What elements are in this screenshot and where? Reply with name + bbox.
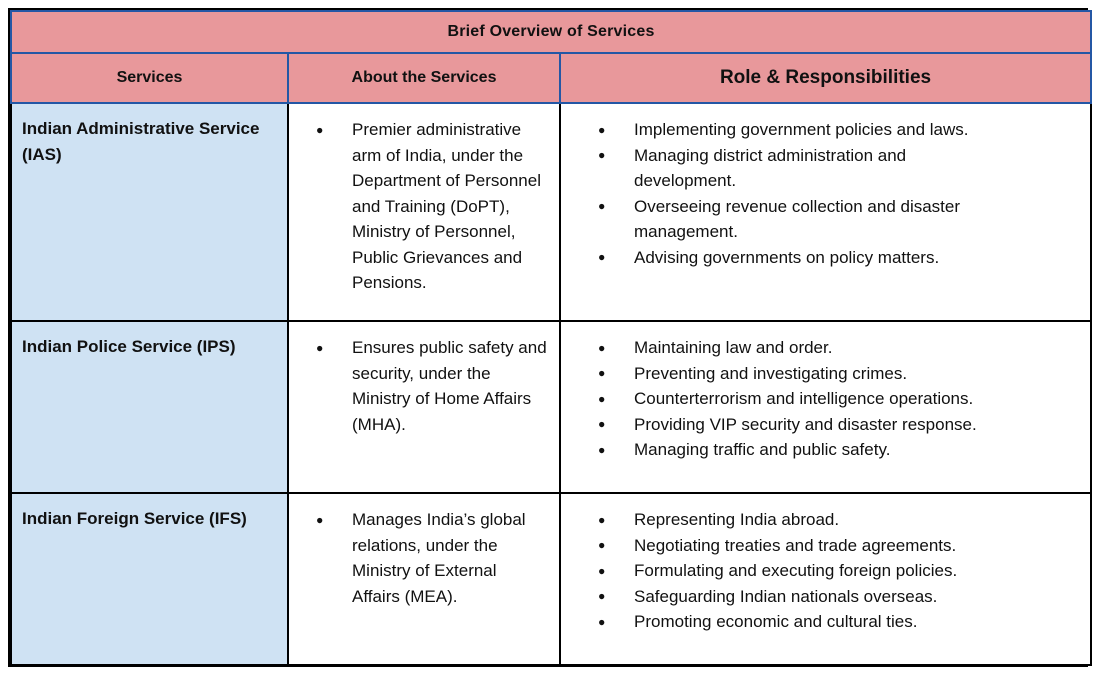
list-item: Implementing government policies and law… — [596, 117, 996, 143]
list-item: Formulating and executing foreign polici… — [596, 558, 996, 584]
table-row-ips: Indian Police Service (IPS) Ensures publ… — [10, 320, 1093, 494]
service-name-cell: Indian Police Service (IPS) — [10, 320, 289, 494]
about-cell: Premier administrative arm of India, und… — [287, 102, 561, 322]
roles-cell: Representing India abroad. Negotiating t… — [558, 492, 1093, 666]
service-name-cell: Indian Foreign Service (IFS) — [10, 492, 289, 666]
about-list: Ensures public safety and security, unde… — [290, 323, 558, 443]
list-item: Preventing and investigating crimes. — [596, 361, 996, 387]
title-row: Brief Overview of Services — [9, 10, 1093, 54]
list-item: Ensures public safety and security, unde… — [314, 335, 548, 437]
column-header-roles: Role & Responsibilities — [558, 52, 1093, 104]
service-name-cell: Indian Administrative Service (IAS) — [10, 102, 289, 322]
roles-list: Representing India abroad. Negotiating t… — [562, 495, 1089, 641]
roles-list: Maintaining law and order. Preventing an… — [562, 323, 1089, 469]
about-list: Premier administrative arm of India, und… — [290, 105, 558, 302]
list-item: Safeguarding Indian nationals overseas. — [596, 584, 996, 610]
roles-cell: Maintaining law and order. Preventing an… — [558, 320, 1093, 494]
list-item: Representing India abroad. — [596, 507, 996, 533]
list-item: Overseeing revenue collection and disast… — [596, 194, 996, 245]
table-title: Brief Overview of Services — [9, 10, 1093, 54]
list-item: Managing traffic and public safety. — [596, 437, 996, 463]
column-header-services: Services — [10, 52, 289, 104]
list-item: Maintaining law and order. — [596, 335, 996, 361]
about-list: Manages India’s global relations, under … — [290, 495, 558, 615]
list-item: Negotiating treaties and trade agreement… — [596, 533, 996, 559]
list-item: Promoting economic and cultural ties. — [596, 609, 996, 635]
services-table: Brief Overview of Services Services Abou… — [8, 8, 1093, 667]
services-table-grid: Brief Overview of Services Services Abou… — [9, 10, 1093, 666]
column-header-row: Services About the Services Role & Respo… — [10, 52, 1093, 104]
roles-cell: Implementing government policies and law… — [558, 102, 1093, 322]
list-item: Premier administrative arm of India, und… — [314, 117, 548, 296]
roles-list: Implementing government policies and law… — [562, 105, 1089, 276]
list-item: Counterterrorism and intelligence operat… — [596, 386, 996, 412]
about-cell: Ensures public safety and security, unde… — [287, 320, 561, 494]
list-item: Managing district administration and dev… — [596, 143, 996, 194]
list-item: Advising governments on policy matters. — [596, 245, 996, 271]
column-header-about: About the Services — [287, 52, 561, 104]
table-row-ifs: Indian Foreign Service (IFS) Manages Ind… — [10, 492, 1093, 666]
about-cell: Manages India’s global relations, under … — [287, 492, 561, 666]
list-item: Manages India’s global relations, under … — [314, 507, 548, 609]
table-row-ias: Indian Administrative Service (IAS) Prem… — [10, 102, 1093, 322]
list-item: Providing VIP security and disaster resp… — [596, 412, 996, 438]
